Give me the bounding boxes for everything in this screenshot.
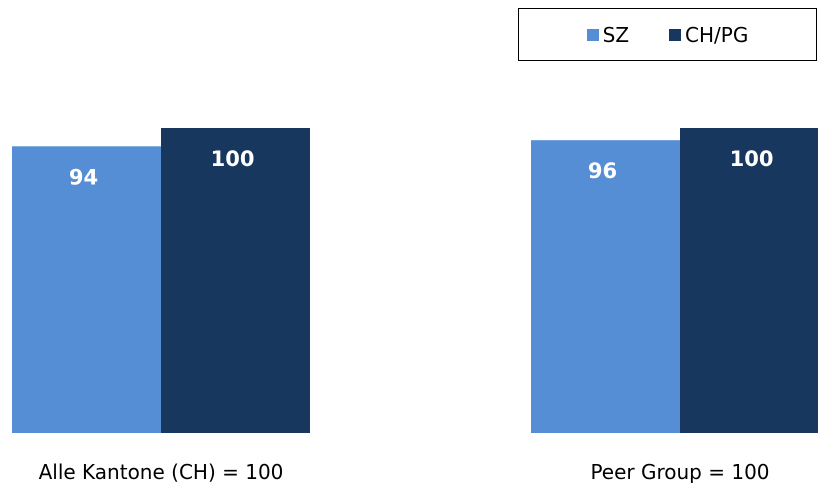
data-label-sz-2: 96 <box>588 159 617 183</box>
category-label-1: Alle Kantone (CH) = 100 <box>39 460 284 483</box>
bar-sz-2 <box>531 140 680 433</box>
bar-ch-pg-1 <box>161 128 310 433</box>
legend-swatch-sz <box>586 28 599 41</box>
legend-label-sz: SZ <box>602 22 630 47</box>
bar-ch-pg-2 <box>680 128 818 433</box>
data-label-sz-1: 94 <box>69 165 98 189</box>
data-label-ch-pg-1: 100 <box>211 147 255 171</box>
legend-item-sz: SZ <box>586 22 630 47</box>
bar-sz-1 <box>12 146 161 434</box>
chart-legend: SZ CH/PG <box>518 8 817 61</box>
category-label-2: Peer Group = 100 <box>590 460 769 483</box>
legend-label-ch-pg: CH/PG <box>685 22 749 47</box>
data-label-ch-pg-2: 100 <box>730 147 774 171</box>
legend-item-ch-pg: CH/PG <box>669 23 748 47</box>
legend-swatch-ch-pg <box>669 28 682 41</box>
